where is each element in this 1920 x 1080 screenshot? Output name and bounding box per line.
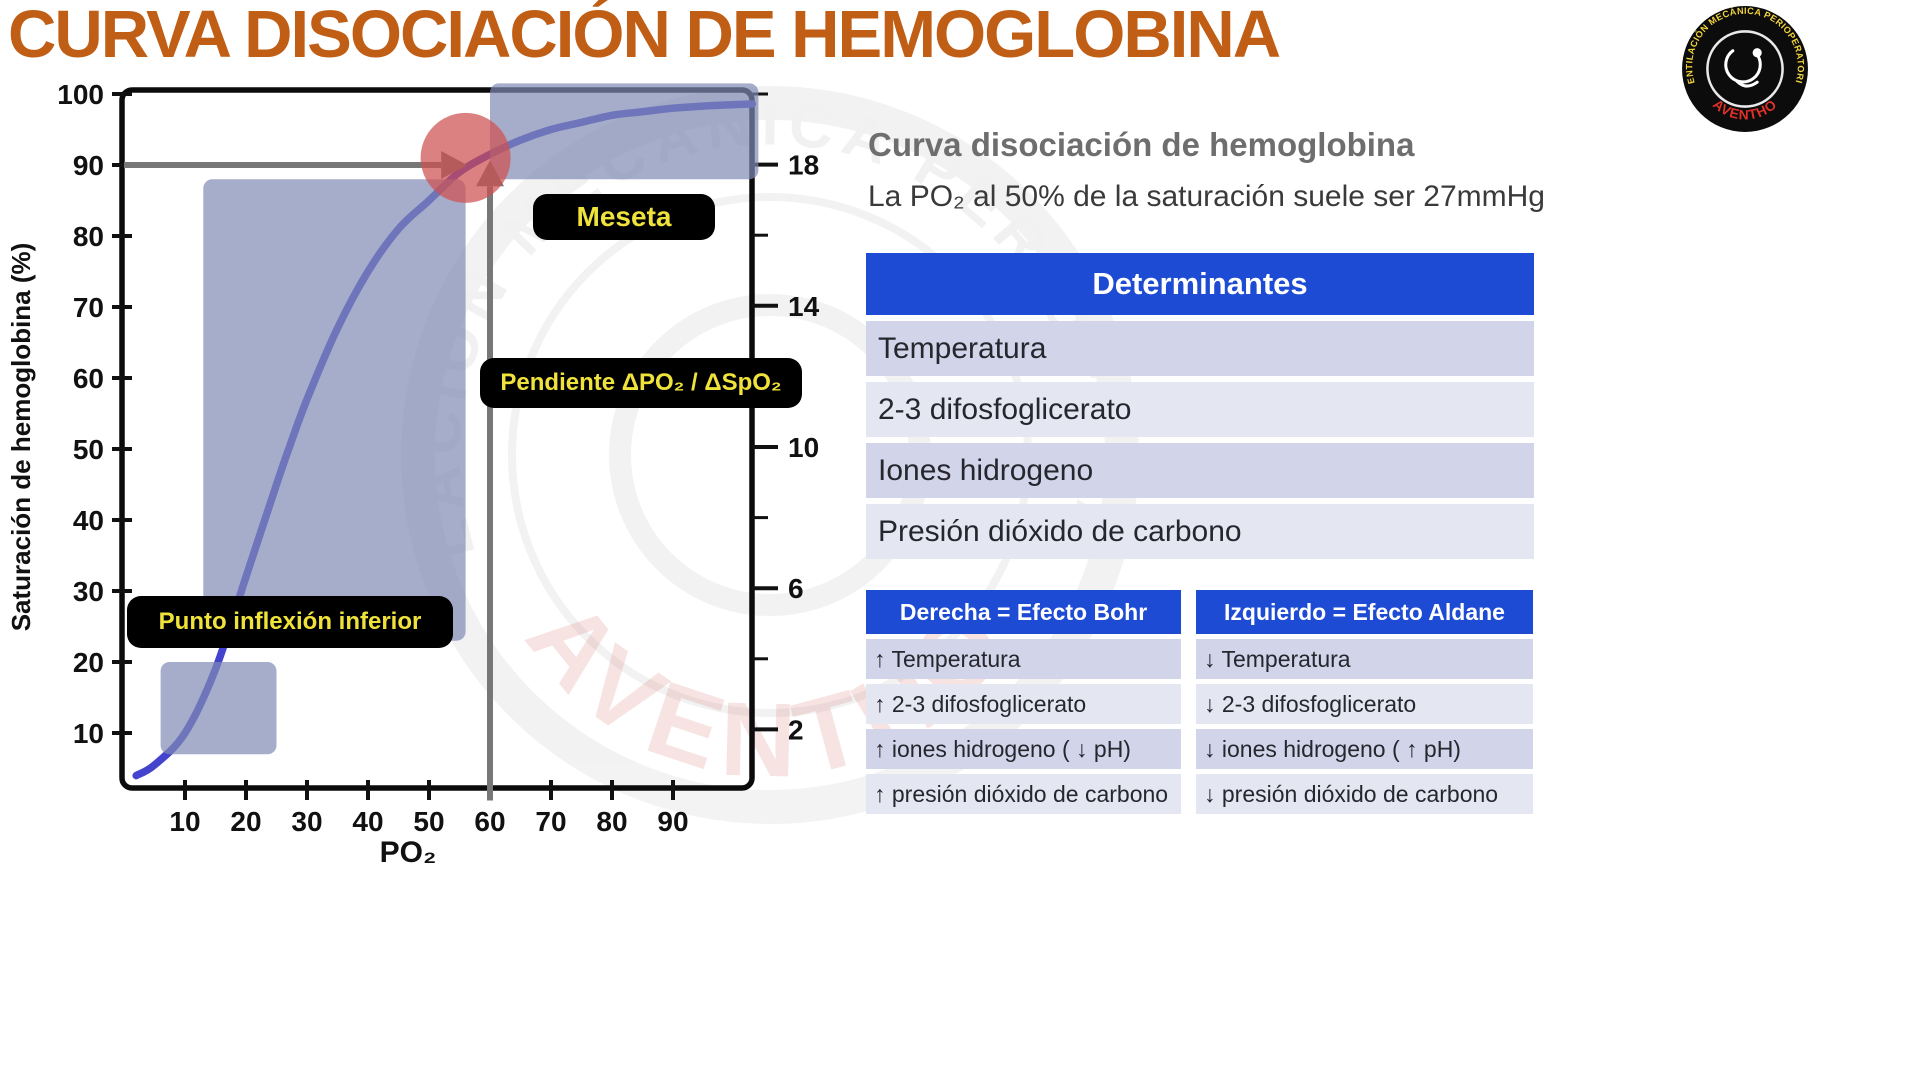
table-row: Presión dióxido de carbono [866,504,1534,559]
table-row: ↑ presión dióxido de carbono [866,774,1181,814]
table-row: Iones hidrogeno [866,443,1534,498]
logo-inner-circle [1706,30,1784,108]
table-row: ↓ iones hidrogeno ( ↑ pH) [1196,729,1533,769]
table-row: ↑ iones hidrogeno ( ↓ pH) [866,729,1181,769]
table-header: Determinantes [866,253,1534,315]
svg-text:90: 90 [73,150,104,181]
svg-text:20: 20 [230,806,261,837]
table-row: Temperatura [866,321,1534,376]
table-header: Derecha = Efecto Bohr [866,590,1181,634]
table-row: ↓ 2-3 difosfoglicerato [1196,684,1533,724]
svg-text:60: 60 [474,806,505,837]
panel-heading: Curva disociación de hemoglobina [868,126,1415,163]
svg-text:40: 40 [352,806,383,837]
svg-text:60: 60 [73,363,104,394]
svg-text:6: 6 [788,573,804,604]
hemoglobin-dissociation-chart: 10 20 30 40 50 60 70 80 90 10 20 30 40 50 60 70 80 90 100 2… [6,79,820,869]
svg-text:10: 10 [788,432,819,463]
plot-border [119,87,755,791]
table-row: ↑ 2-3 difosfoglicerato [866,684,1181,724]
logo-swirl-icon [1724,49,1762,88]
highlight-region [490,83,759,180]
svg-text:100: 100 [57,79,104,110]
svg-text:80: 80 [73,221,104,252]
svg-text:10: 10 [73,718,104,749]
x-axis-label: PO₂ [380,836,437,869]
svg-text:70: 70 [73,292,104,323]
haldane-effect-table: Izquierdo = Efecto Aldane ↓ Temperatura … [1196,590,1533,814]
svg-text:70: 70 [535,806,566,837]
highlight-region [160,662,277,755]
table-row: ↑ Temperatura [866,639,1181,679]
svg-text:90: 90 [657,806,688,837]
svg-text:20: 20 [73,647,104,678]
y-axis-label: Saturación de hemoglobina (%) [6,243,36,632]
table-row: ↓ presión dióxido de carbono [1196,774,1533,814]
label-meseta: Meseta [533,194,715,240]
svg-text:10: 10 [169,806,200,837]
logo-dot [1752,48,1762,58]
panel-subtitle: La PO₂ al 50% de la saturación suele ser… [868,180,1545,213]
table-row: ↓ Temperatura [1196,639,1533,679]
determinantes-table: Determinantes Temperatura 2-3 difosfogli… [866,253,1534,559]
label-punto-inflexion-inferior: Punto inflexión inferior [127,596,453,648]
svg-text:80: 80 [596,806,627,837]
svg-text:2: 2 [788,714,804,745]
axis-ticks: 10 20 30 40 50 60 70 80 90 10 20 30 40 50 60 70 80 90 100 2… [57,79,819,837]
table-row: 2-3 difosfoglicerato [866,382,1534,437]
bohr-effect-table: Derecha = Efecto Bohr ↑ Temperatura ↑ 2-… [866,590,1181,814]
table-header: Izquierdo = Efecto Aldane [1196,590,1533,634]
svg-text:18: 18 [788,150,819,181]
curve-point-marker [420,112,511,203]
svg-text:40: 40 [73,505,104,536]
page-title: CURVA DISOCIACIÓN DE HEMOGLOBINA [8,0,1281,72]
svg-text:50: 50 [73,434,104,465]
svg-text:30: 30 [73,576,104,607]
highlight-region [203,179,466,641]
svg-text:14: 14 [788,291,820,322]
label-pendiente-slope: Pendiente ΔPO₂ / ΔSpO₂ [480,358,802,408]
svg-text:30: 30 [291,806,322,837]
svg-text:50: 50 [413,806,444,837]
